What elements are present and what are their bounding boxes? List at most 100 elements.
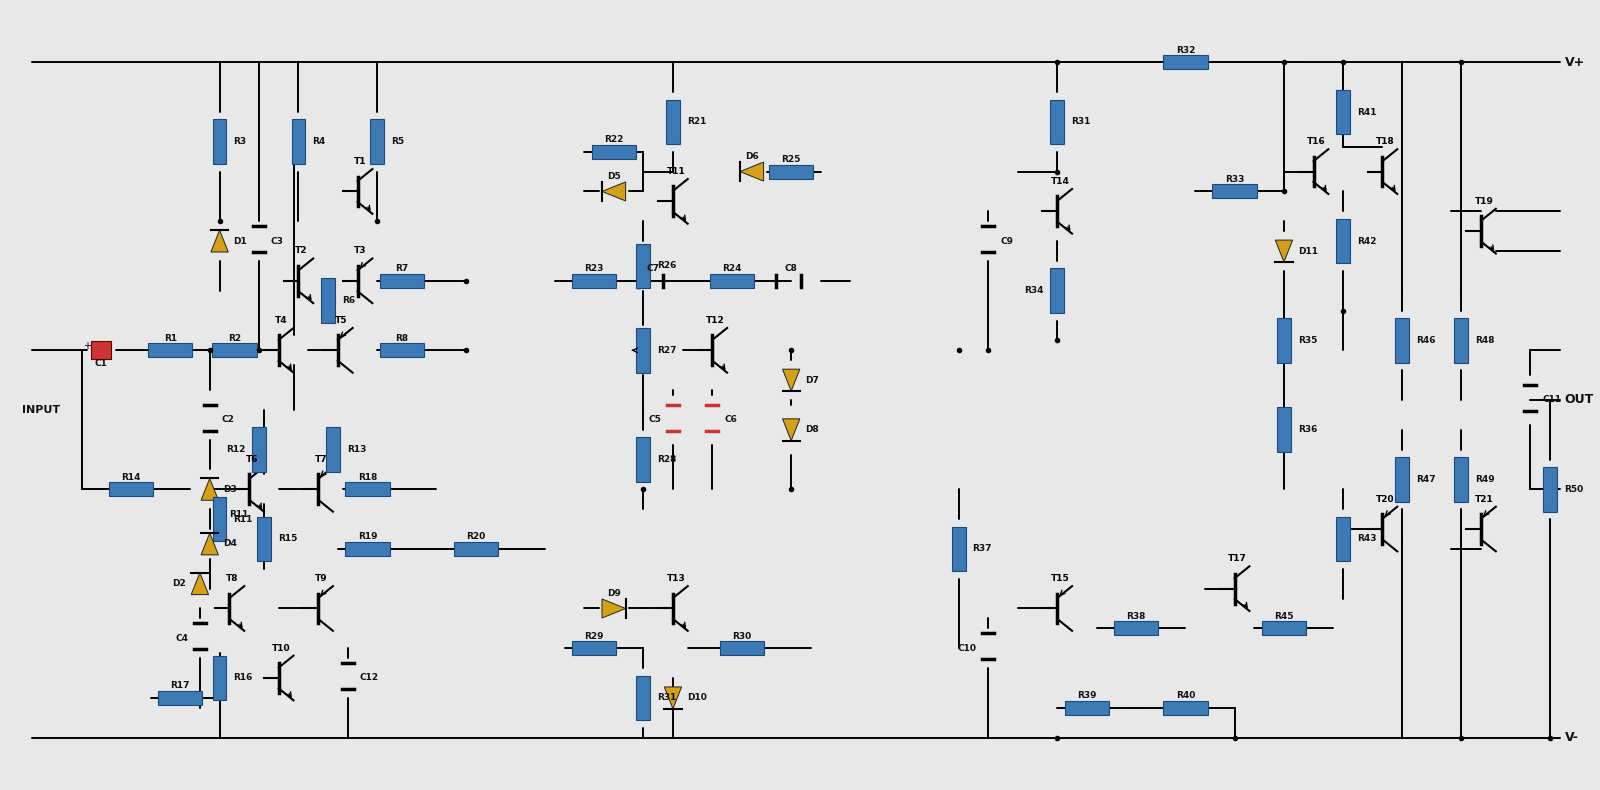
Bar <box>258 517 270 562</box>
Text: R5: R5 <box>390 137 405 146</box>
Text: V-: V- <box>1565 731 1579 744</box>
Polygon shape <box>202 479 219 500</box>
Bar <box>1336 89 1350 134</box>
Bar <box>213 344 256 357</box>
Text: T4: T4 <box>275 316 288 325</box>
Bar <box>1395 318 1410 363</box>
Bar <box>637 675 650 720</box>
Bar <box>109 483 154 496</box>
Text: C4: C4 <box>174 634 189 643</box>
Bar <box>571 274 616 288</box>
Text: R50: R50 <box>1563 485 1582 494</box>
Bar <box>1064 701 1109 715</box>
Polygon shape <box>782 419 800 441</box>
Bar <box>1336 517 1350 562</box>
Text: R35: R35 <box>1298 336 1317 345</box>
Bar <box>1277 408 1291 452</box>
Polygon shape <box>602 182 626 201</box>
Text: R19: R19 <box>358 532 378 541</box>
Text: D10: D10 <box>686 694 707 702</box>
Text: R25: R25 <box>781 155 802 164</box>
Text: C3: C3 <box>270 236 283 246</box>
Text: T16: T16 <box>1307 137 1326 146</box>
Text: C8: C8 <box>784 265 798 273</box>
Polygon shape <box>782 369 800 391</box>
Text: R38: R38 <box>1126 612 1146 621</box>
Bar <box>346 483 389 496</box>
Text: R8: R8 <box>395 334 408 343</box>
Text: OUT: OUT <box>1565 393 1594 407</box>
Text: T10: T10 <box>272 644 291 653</box>
Text: R34: R34 <box>1024 286 1043 295</box>
Text: C10: C10 <box>957 644 976 653</box>
Bar <box>1114 622 1158 635</box>
Bar <box>637 243 650 288</box>
Text: R49: R49 <box>1475 475 1494 484</box>
Text: INPUT: INPUT <box>22 405 61 415</box>
Bar <box>1277 318 1291 363</box>
Bar <box>370 119 384 164</box>
Text: C2: C2 <box>221 416 235 424</box>
Text: R23: R23 <box>584 265 603 273</box>
Text: R45: R45 <box>1274 612 1294 621</box>
Text: R12: R12 <box>226 445 245 454</box>
Text: R2: R2 <box>227 334 242 343</box>
Text: T5: T5 <box>334 316 347 325</box>
Bar <box>291 119 306 164</box>
Text: D2: D2 <box>173 579 186 589</box>
Text: T19: T19 <box>1475 197 1493 206</box>
Text: D1: D1 <box>234 236 246 246</box>
Text: D4: D4 <box>224 540 237 548</box>
Bar <box>720 641 765 655</box>
Bar <box>149 344 192 357</box>
Bar <box>666 100 680 145</box>
Text: R18: R18 <box>358 473 378 482</box>
Text: R37: R37 <box>973 544 992 554</box>
Text: T2: T2 <box>294 246 307 255</box>
Text: R41: R41 <box>1357 107 1376 116</box>
Text: T21: T21 <box>1475 495 1493 504</box>
Text: R22: R22 <box>605 135 624 145</box>
Text: C1: C1 <box>94 359 107 367</box>
Text: R16: R16 <box>234 674 253 683</box>
Bar <box>1262 622 1306 635</box>
Bar <box>770 164 813 179</box>
Text: R42: R42 <box>1357 236 1376 246</box>
Text: T11: T11 <box>667 167 685 176</box>
Text: R47: R47 <box>1416 475 1435 484</box>
Bar <box>592 145 635 159</box>
Polygon shape <box>211 230 229 252</box>
Text: R11: R11 <box>234 514 253 524</box>
Text: R4: R4 <box>312 137 325 146</box>
Bar <box>952 527 966 571</box>
Bar <box>379 274 424 288</box>
Text: T6: T6 <box>246 455 258 464</box>
Text: D9: D9 <box>606 589 621 598</box>
Bar <box>213 119 227 164</box>
Text: T3: T3 <box>354 246 366 255</box>
Text: R33: R33 <box>1226 175 1245 184</box>
Text: T1: T1 <box>354 157 366 166</box>
Polygon shape <box>202 533 219 555</box>
Bar <box>454 542 498 556</box>
Bar <box>326 427 339 472</box>
Text: R36: R36 <box>1298 425 1317 435</box>
Bar <box>1163 55 1208 70</box>
Text: R31: R31 <box>658 694 677 702</box>
Text: D3: D3 <box>224 485 237 494</box>
Text: T20: T20 <box>1376 495 1395 504</box>
Text: C5: C5 <box>648 416 661 424</box>
Bar <box>346 542 389 556</box>
Bar <box>1542 467 1557 512</box>
Text: R26: R26 <box>658 261 677 270</box>
Text: R31: R31 <box>1070 118 1091 126</box>
Text: R24: R24 <box>722 265 742 273</box>
Text: C9: C9 <box>1000 236 1013 246</box>
Text: T14: T14 <box>1051 177 1070 186</box>
Bar <box>379 344 424 357</box>
Text: T17: T17 <box>1229 555 1246 563</box>
Text: D5: D5 <box>606 172 621 181</box>
Text: R17: R17 <box>171 682 190 690</box>
Text: R20: R20 <box>466 532 485 541</box>
Text: R1: R1 <box>163 334 178 343</box>
